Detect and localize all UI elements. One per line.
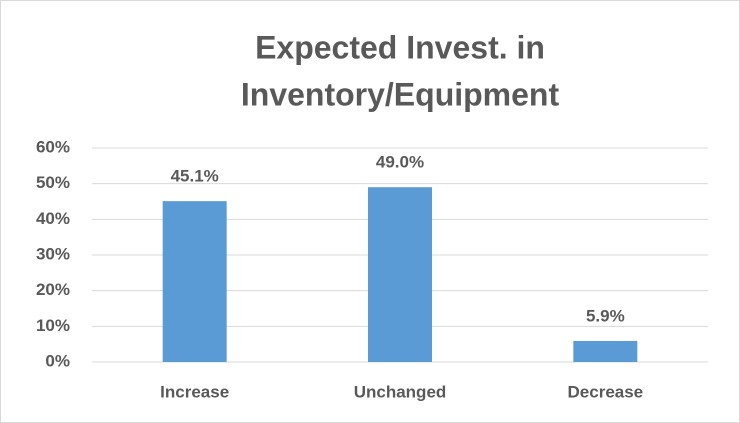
data-label: 5.9% [586, 306, 625, 325]
data-label: 49.0% [376, 153, 424, 172]
data-label: 45.1% [171, 167, 219, 186]
x-tick-label: Increase [160, 382, 229, 401]
y-tick-label: 50% [36, 173, 70, 192]
y-tick-label: 0% [45, 351, 70, 370]
chart-title: Expected Invest. in [255, 29, 545, 65]
bar [162, 201, 227, 362]
x-tick-label: Decrease [568, 382, 644, 401]
x-tick-label: Unchanged [354, 382, 447, 401]
y-tick-label: 60% [36, 137, 70, 156]
bar [368, 187, 432, 362]
y-tick-label: 20% [36, 280, 70, 299]
y-tick-label: 10% [36, 316, 70, 335]
y-tick-label: 40% [36, 209, 70, 228]
y-tick-label: 30% [36, 244, 70, 263]
chart-title: Inventory/Equipment [241, 76, 560, 112]
bar [573, 340, 638, 362]
